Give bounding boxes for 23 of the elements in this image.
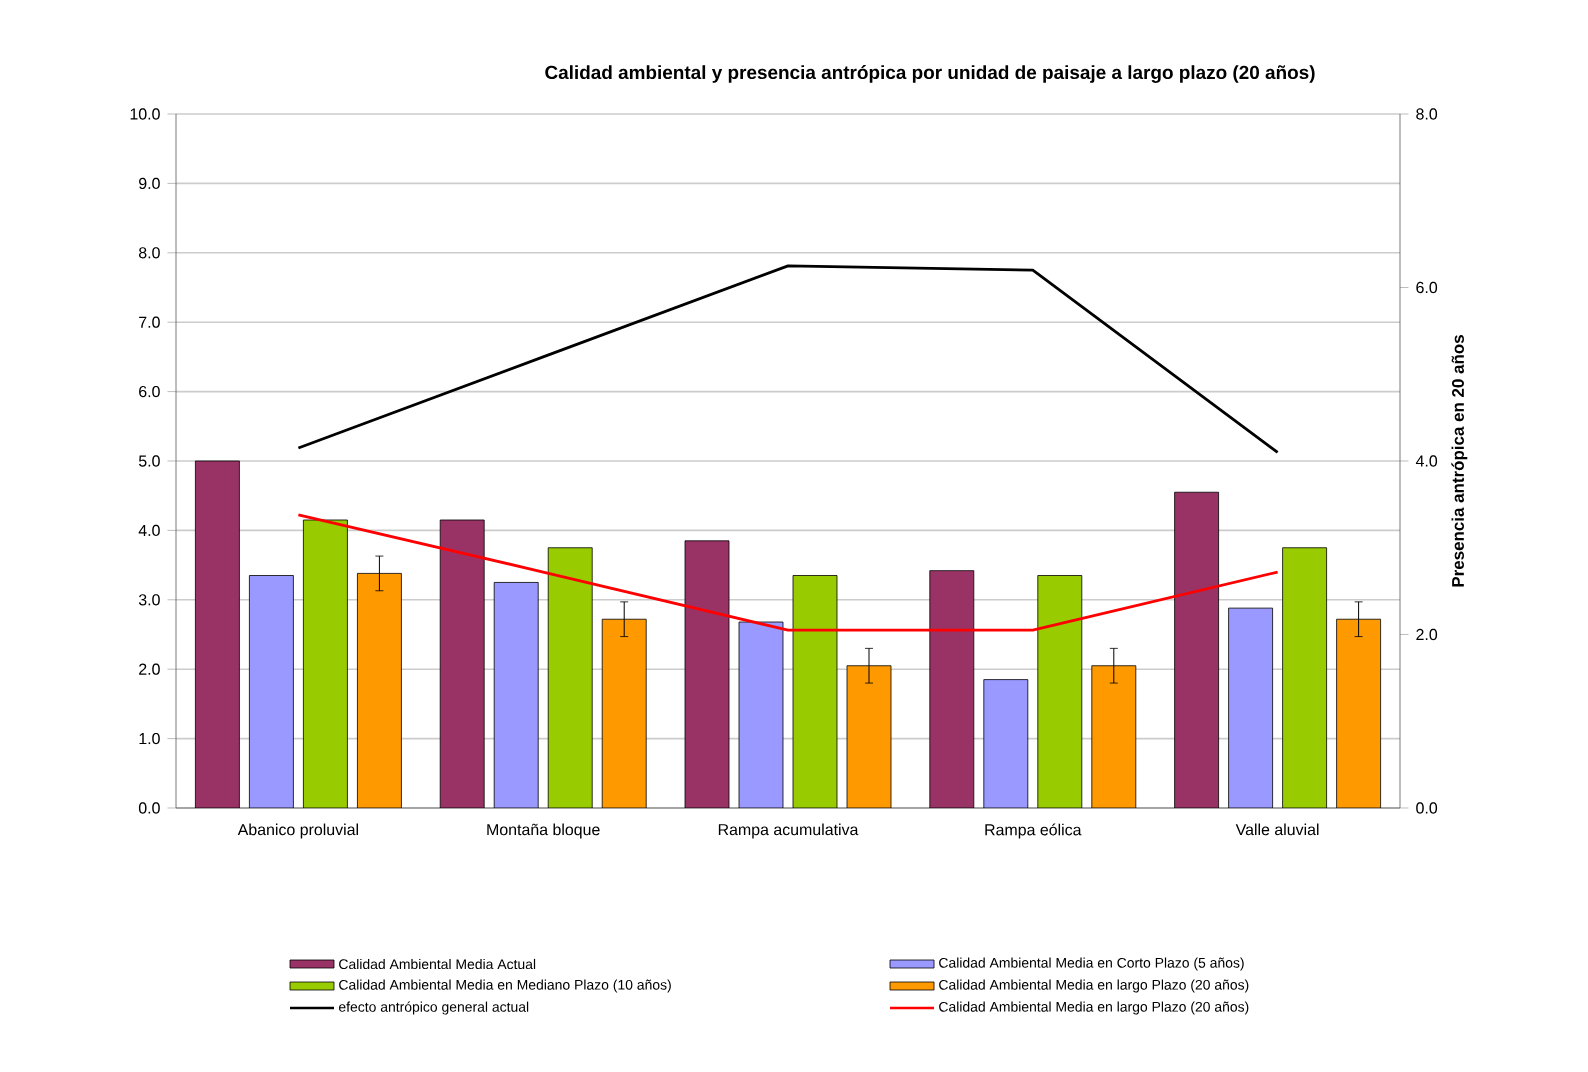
bar: [1282, 547, 1327, 808]
bar: [1091, 665, 1137, 808]
bar: [983, 679, 1029, 808]
line-series: [297, 264, 1280, 454]
bar: [1174, 491, 1219, 808]
bar: [439, 519, 485, 808]
bar: [547, 547, 593, 808]
bar: [195, 460, 240, 808]
bar: [738, 621, 784, 808]
bar: [601, 618, 647, 808]
bar: [1336, 618, 1381, 808]
bar: [846, 665, 892, 808]
bar: [303, 519, 348, 808]
bar: [684, 540, 730, 808]
chart-title: Calidad ambiental y presencia antrópica por unidad de paisaje a largo plazo (20 años): [545, 65, 1315, 83]
bar: [929, 570, 975, 808]
bar: [357, 573, 402, 808]
bar: [493, 582, 539, 808]
y2-axis-title: Presencia antrópica en 20 años: [1451, 335, 1468, 587]
bar: [1037, 575, 1083, 808]
bar: [792, 575, 838, 808]
bar: [1228, 607, 1273, 808]
bar: [249, 575, 294, 808]
